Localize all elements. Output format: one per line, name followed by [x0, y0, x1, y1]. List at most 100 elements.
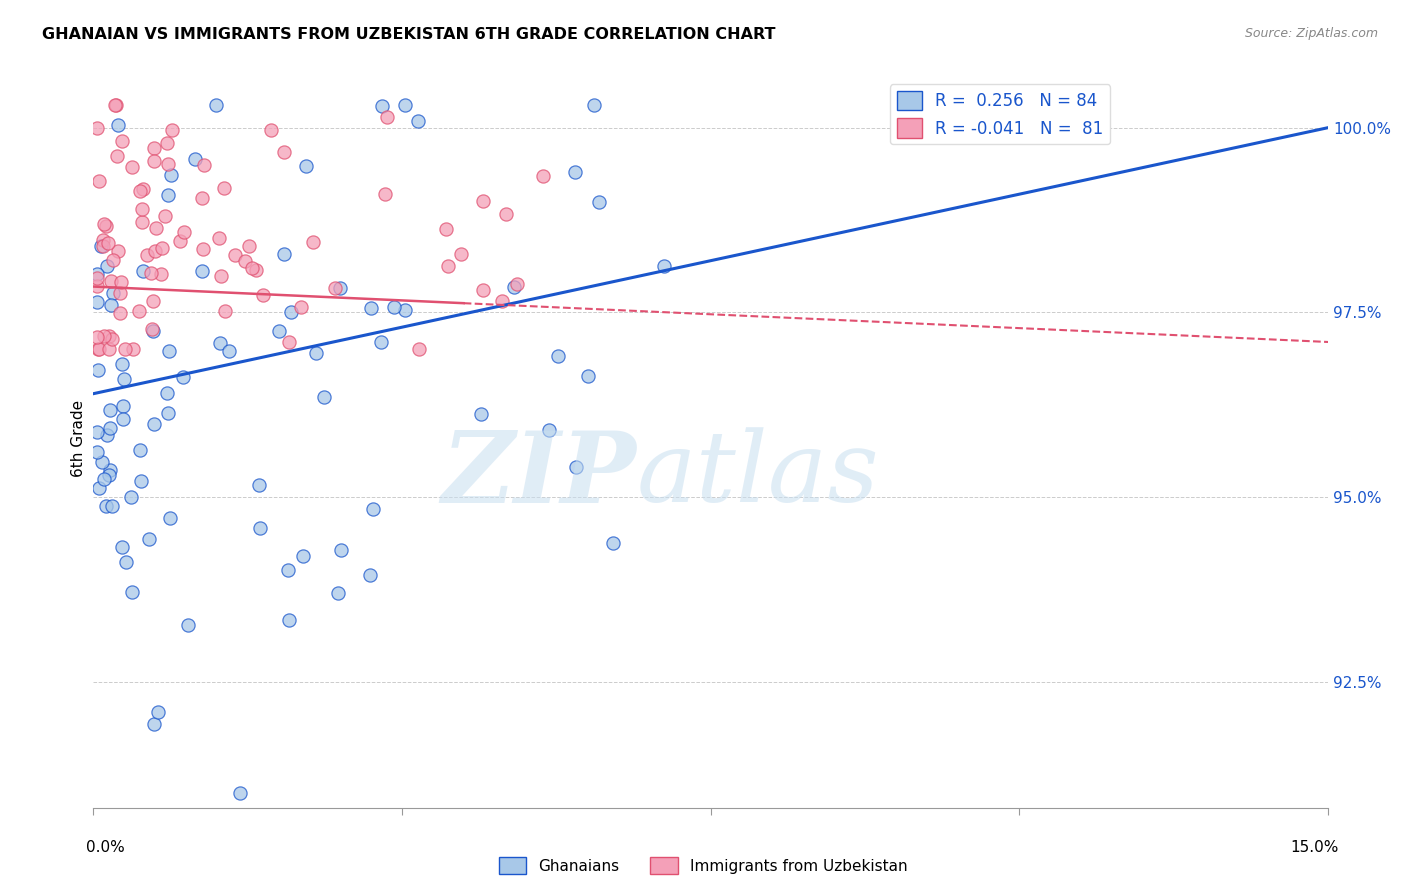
Point — [205, 98, 228, 112]
Point — [111, 134, 134, 148]
Point — [100, 500, 122, 514]
Point — [208, 231, 231, 245]
Point — [101, 286, 124, 301]
Text: atlas: atlas — [637, 427, 879, 523]
Point — [370, 335, 392, 350]
Point — [100, 298, 122, 312]
Point — [104, 98, 127, 112]
Point — [157, 407, 180, 421]
Point — [394, 302, 416, 317]
Point — [97, 235, 120, 250]
Point — [104, 98, 127, 112]
Point — [112, 372, 135, 386]
Point — [211, 268, 233, 283]
Text: Source: ZipAtlas.com: Source: ZipAtlas.com — [1244, 27, 1378, 40]
Point — [108, 286, 131, 301]
Point — [233, 254, 256, 268]
Point — [87, 481, 110, 495]
Point — [382, 301, 405, 315]
Point — [273, 145, 295, 160]
Point — [363, 502, 385, 516]
Point — [114, 555, 136, 569]
Point — [249, 521, 271, 535]
Point — [359, 568, 381, 582]
Point — [103, 252, 125, 267]
Point — [450, 247, 472, 261]
Point — [360, 301, 382, 315]
Point — [139, 266, 162, 280]
Point — [159, 511, 181, 525]
Point — [87, 362, 110, 376]
Point — [247, 478, 270, 492]
Point — [214, 303, 236, 318]
Point — [162, 123, 184, 137]
Point — [177, 618, 200, 632]
Point — [86, 279, 108, 293]
Point — [86, 271, 108, 285]
Point — [326, 586, 349, 600]
Point — [564, 165, 586, 179]
Point — [131, 202, 153, 216]
Legend: Ghanaians, Immigrants from Uzbekistan: Ghanaians, Immigrants from Uzbekistan — [492, 851, 914, 880]
Point — [98, 420, 121, 434]
Point — [143, 141, 166, 155]
Point — [150, 241, 173, 255]
Point — [93, 329, 115, 343]
Point — [143, 717, 166, 731]
Point — [240, 260, 263, 275]
Text: GHANAIAN VS IMMIGRANTS FROM UZBEKISTAN 6TH GRADE CORRELATION CHART: GHANAIAN VS IMMIGRANTS FROM UZBEKISTAN 6… — [42, 27, 776, 42]
Text: 15.0%: 15.0% — [1291, 840, 1339, 855]
Point — [156, 157, 179, 171]
Point — [108, 306, 131, 320]
Point — [157, 344, 180, 359]
Point — [472, 283, 495, 297]
Point — [314, 390, 336, 404]
Point — [112, 399, 135, 413]
Point — [280, 305, 302, 319]
Point — [190, 264, 212, 278]
Point — [292, 549, 315, 563]
Point — [191, 242, 214, 256]
Point — [531, 169, 554, 183]
Point — [128, 304, 150, 318]
Point — [278, 334, 301, 349]
Point — [107, 118, 129, 132]
Point — [245, 263, 267, 277]
Point — [94, 499, 117, 513]
Point — [86, 445, 108, 459]
Point — [131, 215, 153, 229]
Point — [588, 194, 610, 209]
Point — [98, 402, 121, 417]
Point — [150, 268, 173, 282]
Point — [224, 248, 246, 262]
Point — [434, 222, 457, 236]
Point — [537, 424, 560, 438]
Point — [132, 182, 155, 196]
Point — [652, 259, 675, 273]
Point — [101, 332, 124, 346]
Point — [94, 219, 117, 233]
Point — [374, 186, 396, 201]
Point — [89, 343, 111, 357]
Point — [129, 184, 152, 198]
Point — [160, 168, 183, 182]
Point — [145, 221, 167, 235]
Point — [191, 191, 214, 205]
Point — [97, 328, 120, 343]
Point — [183, 153, 205, 167]
Point — [602, 536, 624, 550]
Point — [142, 417, 165, 431]
Point — [370, 98, 392, 112]
Point — [323, 281, 346, 295]
Point — [128, 443, 150, 458]
Point — [91, 238, 114, 252]
Point — [111, 541, 134, 555]
Point — [193, 158, 215, 172]
Point — [294, 159, 316, 173]
Text: ZIP: ZIP — [441, 426, 637, 524]
Point — [259, 123, 281, 137]
Point — [212, 181, 235, 195]
Point — [87, 343, 110, 357]
Point — [93, 472, 115, 486]
Point — [437, 259, 460, 273]
